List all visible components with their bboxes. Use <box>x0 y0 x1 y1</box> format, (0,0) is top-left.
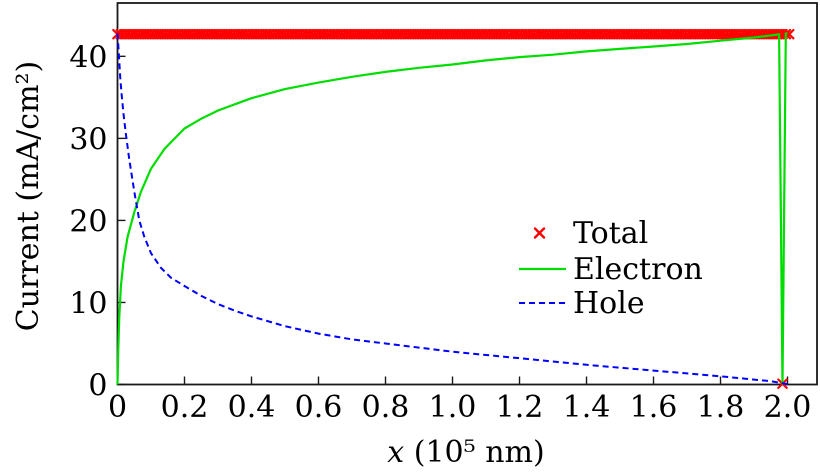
y-axis-ticks: 0 10 20 30 40 <box>69 40 126 404</box>
x-axis-label: x (10⁵ nm) <box>387 435 544 470</box>
y-tick-label: 20 <box>69 204 107 239</box>
x-tick-label: 1.0 <box>429 390 477 425</box>
series-layer <box>112 28 795 389</box>
x-tick-label: 2.0 <box>764 390 812 425</box>
x-axis-label-variable: x <box>387 435 404 470</box>
hole-line <box>116 33 788 386</box>
y-tick-label: 10 <box>69 286 107 321</box>
y-tick-label: 40 <box>69 40 107 75</box>
legend-label-total: Total <box>573 216 648 251</box>
y-tick-label: 0 <box>88 369 107 404</box>
x-tick-label: 0.2 <box>161 390 209 425</box>
x-tick-label: 0.6 <box>295 390 343 425</box>
y-axis-label: Current (mA/cm²) <box>11 61 46 332</box>
x-tick-label: 0.4 <box>228 390 276 425</box>
x-axis-ticks: 0 0.2 0.4 0.6 0.8 1.0 1.2 1.4 1.6 1.8 2.0 <box>108 376 812 425</box>
x-tick-label: 1.2 <box>496 390 544 425</box>
y-tick-label: 30 <box>69 122 107 157</box>
legend-marker-total-icon <box>533 227 546 239</box>
legend: Total Electron Hole <box>519 216 703 321</box>
x-tick-label: 1.4 <box>563 390 611 425</box>
legend-label-electron: Electron <box>573 252 703 287</box>
electron-line <box>116 32 788 385</box>
x-tick-label: 1.6 <box>630 390 678 425</box>
x-axis-label-units: (10⁵ nm) <box>414 435 545 470</box>
total-markers <box>112 28 795 389</box>
legend-label-hole: Hole <box>573 286 645 321</box>
plot-frame <box>116 2 818 386</box>
x-tick-label: 1.8 <box>697 390 745 425</box>
x-tick-label: 0.8 <box>362 390 410 425</box>
x-tick-label: 0 <box>108 390 127 425</box>
